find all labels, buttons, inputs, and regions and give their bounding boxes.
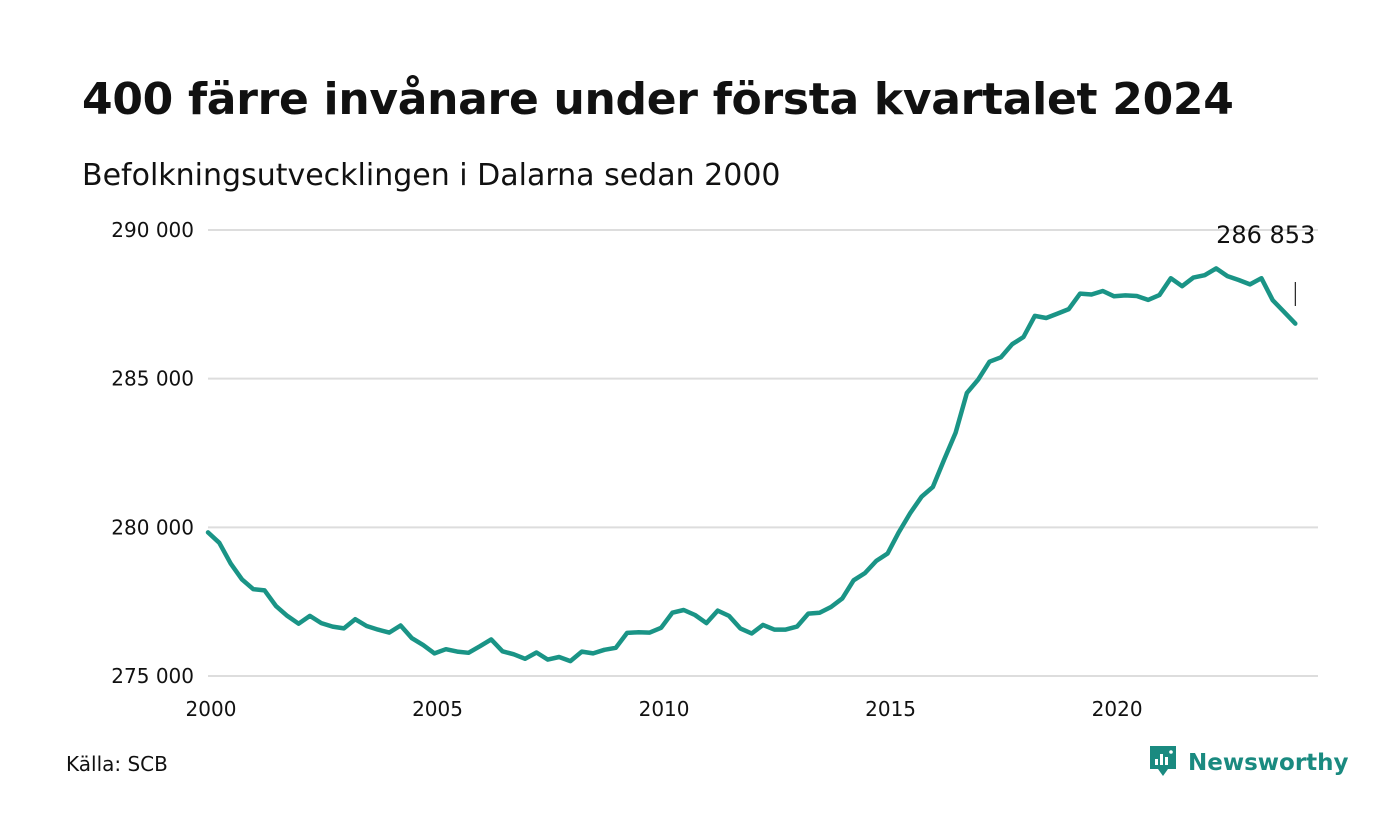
newsworthy-logo-icon bbox=[1148, 744, 1178, 782]
x-tick-label: 2010 bbox=[639, 697, 690, 721]
series-line bbox=[205, 266, 1298, 664]
brand-logo[interactable]: Newsworthy bbox=[1148, 744, 1349, 782]
x-tick-label: 2015 bbox=[865, 697, 916, 721]
chart-title: 400 färre invånare under första kvartale… bbox=[82, 74, 1234, 125]
x-tick-label: 2020 bbox=[1092, 697, 1143, 721]
x-axis-tick-labels: 2000 2005 2010 2015 2020 bbox=[186, 697, 1143, 721]
chart-subtitle: Befolkningsutvecklingen i Dalarna sedan … bbox=[82, 158, 781, 193]
x-tick-label: 2005 bbox=[412, 697, 463, 721]
annotation-layer: 286 853 bbox=[1216, 221, 1315, 306]
annotation-label: 286 853 bbox=[1216, 221, 1315, 249]
y-tick-label: 285 000 bbox=[111, 367, 194, 391]
y-tick-label: 290 000 bbox=[111, 218, 194, 242]
series-layer bbox=[205, 266, 1298, 664]
y-tick-label: 280 000 bbox=[111, 515, 194, 539]
x-tick-label: 2000 bbox=[186, 697, 237, 721]
y-tick-label: 275 000 bbox=[111, 664, 194, 688]
brand-name: Newsworthy bbox=[1188, 750, 1349, 776]
grid-lines bbox=[208, 229, 1318, 677]
y-axis-tick-labels: 275 000 280 000 285 000 290 000 bbox=[111, 218, 194, 688]
source-credit: Källa: SCB bbox=[66, 752, 168, 776]
